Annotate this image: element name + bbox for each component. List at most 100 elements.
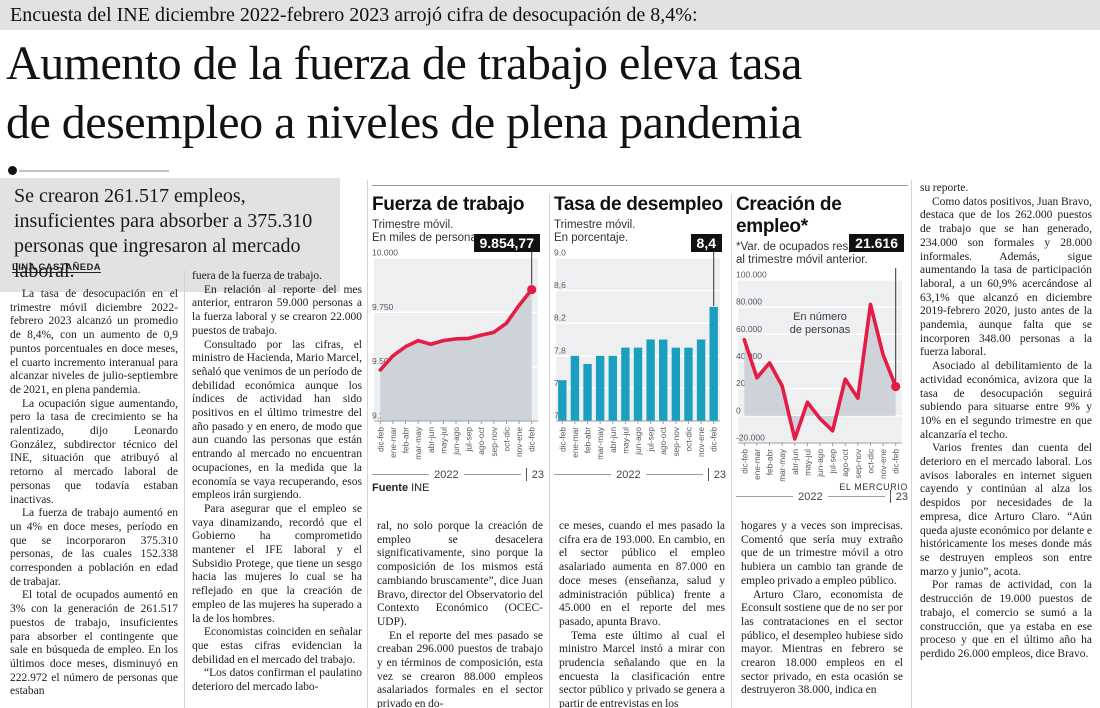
bar — [696, 339, 706, 421]
kicker: Encuesta del INE diciembre 2022-febrero … — [0, 0, 1100, 30]
year-divider — [525, 468, 527, 481]
x-tick-label: oct-dic — [683, 427, 693, 451]
x-tick-label: dic-feb — [557, 427, 567, 452]
chart-panel-creacion-de-empleo: Creación de empleo* *Var. de ocupados re… — [736, 186, 908, 503]
chart-subtitle: Trimestre móvil. En miles de personas. — [372, 219, 544, 245]
body-column-6: su reporte. Como datos positivos, Juan Br… — [920, 182, 1092, 706]
bar — [558, 380, 567, 421]
x-tick-label: may-jul — [620, 427, 630, 454]
body-paragraph: Para asegurar que el empleo se vaya dina… — [192, 502, 362, 625]
y-tick-label: 100.000 — [736, 270, 767, 280]
chart-subtitle: *Var. de ocupados respecto al trimestre … — [736, 241, 908, 267]
lead-marker — [8, 166, 169, 175]
body-paragraph: fuera de la fuerza de trabajo. — [192, 270, 323, 282]
chart-title: Fuerza de trabajo — [372, 194, 525, 215]
body-paragraph: ce meses, cuando el mes pasado la cifra … — [559, 520, 725, 628]
x-tick-label: mar-may — [777, 448, 787, 482]
infographic-block: Fuerza de trabajo Trimestre móvil. En mi… — [372, 185, 908, 503]
x-tick-label: sep-nov — [853, 448, 863, 478]
callout-value: 8,4 — [690, 234, 722, 252]
bar — [583, 363, 592, 421]
body-column-2: fuera de la fuerza de trabajo. En relació… — [192, 270, 362, 708]
x-axis-year-row: 2022 23 — [736, 490, 908, 503]
y-tick-label: -20.000 — [736, 433, 765, 443]
plot-annotation: En número — [793, 311, 847, 323]
body-paragraph: su reporte. — [920, 182, 969, 194]
byline: LINA CASTAÑEDA — [12, 262, 101, 273]
axis-rule — [463, 474, 521, 475]
bar — [646, 339, 655, 421]
body-paragraph: La fuerza de trabajo aumentó en un 4% en… — [10, 507, 178, 588]
bullet-rule — [19, 169, 169, 172]
chart-title: Tasa de desempleo — [554, 194, 723, 215]
year-label: 2022 — [798, 490, 823, 503]
end-marker — [891, 381, 901, 392]
x-tick-label: may-jul — [438, 427, 448, 454]
fuerza-de-trabajo-chart: 10.0009.7509.5009.250dic-febene-marfeb-a… — [372, 246, 538, 460]
lead-paragraph: Se crearon 261.517 empleos, insuficiente… — [0, 178, 340, 292]
column-rule — [184, 270, 185, 708]
axis-rule — [736, 496, 794, 497]
x-tick-label: jun-ago — [633, 427, 643, 456]
body-paragraph: “Los datos confirman el paulatino deteri… — [192, 667, 362, 694]
x-tick-label: nov-ene — [878, 449, 888, 479]
x-tick-label: ago-oct — [658, 426, 668, 454]
body-paragraph: El total de ocupados aumentó en 3% con l… — [10, 589, 178, 698]
x-tick-label: sep-nov — [489, 426, 499, 456]
y-tick-label: 80.000 — [736, 297, 762, 307]
x-tick-label: jul-sep — [828, 449, 838, 475]
x-tick-label: abr-jun — [608, 427, 618, 453]
x-tick-label: ago-oct — [840, 448, 850, 476]
body-paragraph: Arturo Claro, economista de Econsult sos… — [741, 588, 903, 697]
series-line — [378, 287, 534, 372]
year-divider — [707, 468, 709, 481]
body-paragraph: La tasa de desocupación en el trimestre … — [10, 288, 178, 396]
tasa-de-desempleo-chart: 9,08,68,27,87,47,0dic-febene-marfeb-abrm… — [554, 246, 720, 460]
chart-subtitle-line: al trimestre móvil anterior. — [736, 254, 868, 266]
body-paragraph: ral, no solo porque la creación de emple… — [377, 520, 543, 628]
chart-title: Creación de empleo* — [736, 194, 842, 237]
x-tick-label: oct-dic — [865, 449, 875, 473]
y-tick-label: 60.000 — [736, 324, 762, 334]
column-rule — [367, 180, 368, 708]
headline-line-2: de desempleo a niveles de plena pandemia — [6, 96, 802, 149]
x-tick-label: jun-ago — [815, 449, 825, 478]
bar — [608, 355, 617, 421]
y-tick-label: 9.750 — [372, 302, 394, 312]
x-tick-label: feb-abr — [765, 449, 775, 476]
body-paragraph: Asociado al debilitamiento de la activid… — [920, 360, 1092, 441]
chart-subtitle-line: Trimestre móvil. — [372, 219, 454, 231]
end-marker — [527, 284, 537, 295]
y-tick-label: 9.500 — [372, 356, 394, 366]
x-axis-year-row: 2022 23 — [554, 468, 726, 481]
chart-source: Fuente INE — [372, 482, 429, 494]
body-paragraph: Consultado por las cifras, el ministro d… — [192, 338, 362, 502]
x-tick-label: jul-sep — [646, 427, 656, 453]
axis-rule — [645, 474, 703, 475]
axis-rule — [372, 474, 430, 475]
x-tick-label: ene-mar — [388, 427, 398, 458]
body-paragraph: La ocupación sigue aumentando, pero la t… — [10, 397, 178, 506]
year-label: 23 — [713, 468, 727, 481]
x-tick-label: jun-ago — [451, 427, 461, 456]
bar — [684, 347, 693, 421]
body-paragraph: En el reporte del mes pasado se creaban … — [377, 629, 543, 708]
callout-value: 9.854,77 — [473, 234, 540, 252]
x-tick-label: dic-feb — [375, 427, 385, 452]
x-axis-year-row: 2022 23 — [372, 468, 544, 481]
x-tick-label: dic-feb — [527, 427, 537, 452]
headline-line-1: Aumento de la fuerza de trabajo eleva ta… — [6, 37, 802, 90]
x-tick-label: feb-abr — [583, 427, 593, 454]
year-label: 2022 — [434, 468, 459, 481]
x-tick-label: mar-may — [595, 426, 605, 460]
y-tick-label: 8,6 — [554, 280, 566, 290]
chart-subtitle-line: En porcentaje. — [554, 232, 629, 244]
bar — [671, 347, 681, 421]
body-paragraph: Economistas coinciden en señalar que est… — [192, 626, 362, 666]
plot-annotation: de personas — [790, 324, 851, 336]
x-tick-label: nov-ene — [696, 427, 706, 457]
body-paragraph: En relación al reporte del mes anterior,… — [192, 283, 362, 337]
x-tick-label: dic-feb — [891, 449, 901, 474]
year-label: 2022 — [616, 468, 641, 481]
chart-panel-fuerza-de-trabajo: Fuerza de trabajo Trimestre móvil. En mi… — [372, 186, 544, 503]
